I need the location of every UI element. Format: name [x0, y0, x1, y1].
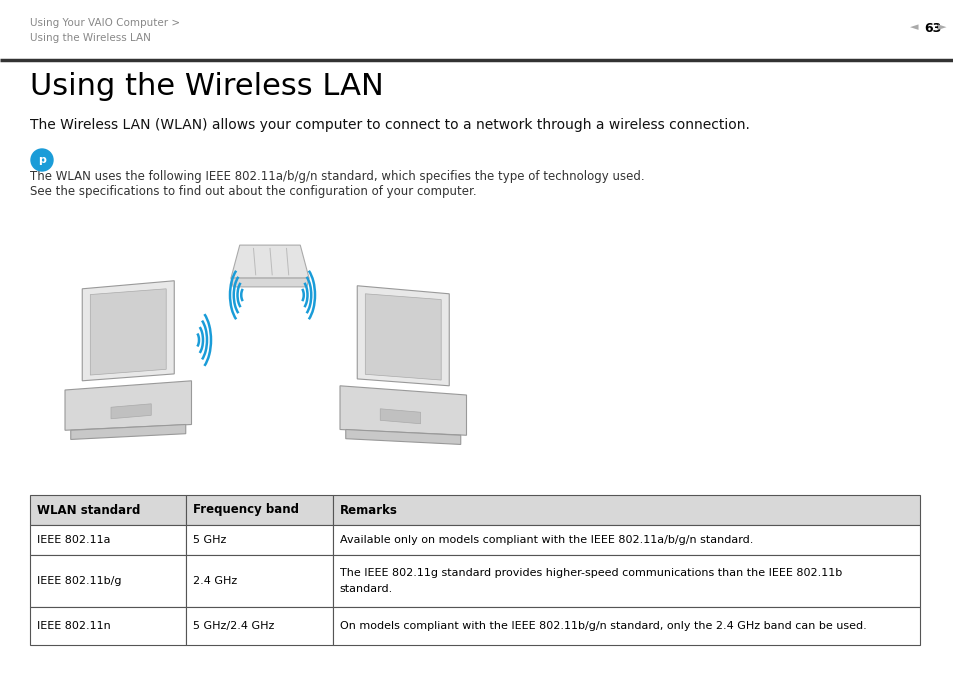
Text: Using the Wireless LAN: Using the Wireless LAN: [30, 72, 383, 101]
Bar: [186, 525, 333, 555]
Text: 63: 63: [923, 22, 941, 35]
Polygon shape: [365, 294, 440, 380]
Text: Using the Wireless LAN: Using the Wireless LAN: [30, 33, 151, 43]
Text: 5 GHz: 5 GHz: [193, 535, 226, 545]
Polygon shape: [71, 425, 186, 439]
Text: On models compliant with the IEEE 802.11b/g/n standard, only the 2.4 GHz band ca: On models compliant with the IEEE 802.11…: [339, 621, 865, 631]
Polygon shape: [345, 429, 460, 444]
Text: Remarks: Remarks: [339, 503, 397, 516]
Text: 2.4 GHz: 2.4 GHz: [193, 576, 236, 586]
Text: IEEE 802.11b/g: IEEE 802.11b/g: [37, 576, 121, 586]
Bar: [30, 525, 186, 555]
Polygon shape: [111, 404, 152, 419]
Polygon shape: [339, 386, 466, 435]
Text: IEEE 802.11a: IEEE 802.11a: [37, 535, 111, 545]
Bar: [30, 607, 186, 645]
Text: IEEE 802.11n: IEEE 802.11n: [37, 621, 111, 631]
Text: See the specifications to find out about the configuration of your computer.: See the specifications to find out about…: [30, 185, 476, 198]
Text: The IEEE 802.11g standard provides higher-speed communications than the IEEE 802: The IEEE 802.11g standard provides highe…: [339, 568, 841, 578]
Circle shape: [30, 149, 53, 171]
Bar: [333, 495, 919, 525]
Bar: [186, 555, 333, 607]
Bar: [186, 495, 333, 525]
Bar: [30, 495, 186, 525]
Text: Frequency band: Frequency band: [193, 503, 298, 516]
Text: The WLAN uses the following IEEE 802.11a/b/g/n standard, which specifies the typ: The WLAN uses the following IEEE 802.11a…: [30, 170, 644, 183]
Bar: [333, 607, 919, 645]
Text: p: p: [38, 155, 46, 165]
Polygon shape: [65, 381, 192, 430]
Text: Using Your VAIO Computer >: Using Your VAIO Computer >: [30, 18, 180, 28]
Text: Available only on models compliant with the IEEE 802.11a/b/g/n standard.: Available only on models compliant with …: [339, 535, 752, 545]
Polygon shape: [231, 278, 309, 287]
Bar: [30, 555, 186, 607]
Polygon shape: [82, 281, 174, 381]
Polygon shape: [356, 286, 449, 386]
Text: ►: ►: [937, 22, 945, 32]
Text: ◄: ◄: [909, 22, 918, 32]
Text: The Wireless LAN (WLAN) allows your computer to connect to a network through a w: The Wireless LAN (WLAN) allows your comp…: [30, 118, 749, 132]
Bar: [333, 555, 919, 607]
Text: standard.: standard.: [339, 584, 393, 594]
Polygon shape: [91, 288, 166, 375]
Bar: [333, 525, 919, 555]
Polygon shape: [231, 245, 309, 278]
Bar: [186, 607, 333, 645]
Text: WLAN standard: WLAN standard: [37, 503, 140, 516]
Text: 5 GHz/2.4 GHz: 5 GHz/2.4 GHz: [193, 621, 274, 631]
Polygon shape: [380, 409, 420, 424]
